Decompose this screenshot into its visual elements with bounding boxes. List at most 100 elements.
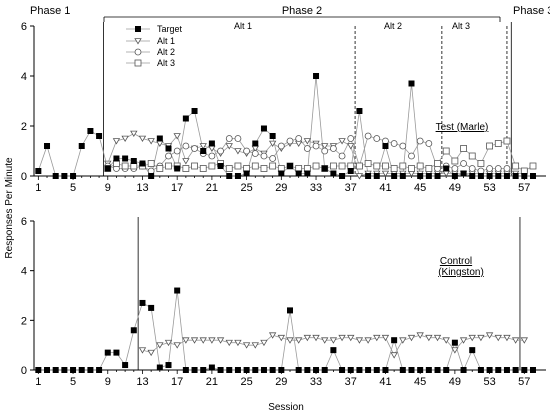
point-target xyxy=(295,170,302,177)
alt-2-phase-label: Alt 2 xyxy=(384,21,402,31)
point-alt-3 xyxy=(503,137,511,145)
point-alt-1 xyxy=(338,334,346,342)
point-alt-3 xyxy=(251,162,259,170)
x-tick-label: 45 xyxy=(414,182,426,194)
point-alt-1 xyxy=(190,337,199,344)
point-alt-1 xyxy=(494,334,502,342)
point-alt-3 xyxy=(312,162,320,170)
x-tick-label: 49 xyxy=(449,182,461,194)
point-target xyxy=(425,173,432,179)
legend-marker-alt-1 xyxy=(134,38,142,45)
point-alt-1 xyxy=(321,337,329,344)
y-tick-label: 2 xyxy=(21,315,27,327)
point-alt-3 xyxy=(165,162,172,170)
x-tick-label: 41 xyxy=(379,376,391,388)
point-target xyxy=(347,367,354,373)
point-target xyxy=(70,367,77,373)
x-tick-label: 49 xyxy=(449,376,461,388)
legend-alt-1-label: Alt 1 xyxy=(157,36,175,46)
x-tick-label: 37 xyxy=(345,182,357,194)
point-alt-1 xyxy=(347,143,355,150)
point-alt-3 xyxy=(382,162,389,170)
point-alt-1 xyxy=(347,334,355,342)
point-alt-2 xyxy=(364,132,372,140)
point-alt-3 xyxy=(191,162,198,170)
point-alt-2 xyxy=(286,137,294,145)
point-alt-1 xyxy=(268,140,277,147)
point-alt-1 xyxy=(503,334,511,342)
x-tick-label: 1 xyxy=(35,182,41,194)
point-target xyxy=(165,362,172,369)
x-tick-label: 45 xyxy=(414,376,426,388)
point-alt-3 xyxy=(477,160,485,167)
point-alt-1 xyxy=(416,332,424,339)
point-target xyxy=(130,158,137,164)
point-target xyxy=(304,367,311,373)
x-tick-label: 21 xyxy=(206,376,218,388)
point-alt-3 xyxy=(199,165,207,172)
point-target xyxy=(278,367,285,373)
point-target xyxy=(486,367,493,373)
point-target xyxy=(521,173,528,179)
point-alt-2 xyxy=(408,152,415,160)
point-alt-3 xyxy=(329,162,337,170)
point-target xyxy=(217,367,224,373)
point-alt-1 xyxy=(112,138,121,145)
point-alt-1 xyxy=(459,337,468,344)
point-target xyxy=(96,133,103,139)
point-target xyxy=(260,125,267,132)
x-tick-label: 9 xyxy=(105,376,111,388)
point-target xyxy=(356,367,363,373)
point-target xyxy=(477,173,484,179)
point-alt-3 xyxy=(356,162,363,170)
point-alt-2 xyxy=(486,165,493,172)
control-panel-label-line-1: Control xyxy=(440,256,472,267)
point-alt-2 xyxy=(277,142,285,150)
point-alt-3 xyxy=(182,165,190,172)
point-alt-2 xyxy=(303,145,311,152)
point-target xyxy=(529,173,536,179)
point-alt-1 xyxy=(433,334,442,342)
legend-marker-alt-3 xyxy=(134,59,142,67)
point-target xyxy=(434,367,441,373)
point-target xyxy=(139,299,146,306)
test-panel: Test (Marle) 0 2 4 6 1 5 9 13 17 21 25 29 33 37 41 45 49… xyxy=(21,21,546,194)
point-target xyxy=(391,337,398,344)
x-tick-label: 25 xyxy=(240,376,252,388)
point-alt-2 xyxy=(234,135,242,142)
point-alt-1 xyxy=(251,342,259,349)
point-alt-2 xyxy=(295,135,303,142)
x-tick-label: 57 xyxy=(518,182,530,194)
point-alt-3 xyxy=(147,160,155,167)
point-alt-2 xyxy=(191,145,198,152)
point-alt-1 xyxy=(468,334,476,342)
y-tick-label: 6 xyxy=(21,21,27,33)
point-alt-1 xyxy=(425,334,433,342)
point-target xyxy=(35,367,42,373)
point-target xyxy=(226,173,233,179)
y-axis-title: Responses Per Minute xyxy=(4,157,15,259)
point-alt-1 xyxy=(234,148,242,155)
point-target xyxy=(139,160,146,167)
point-target xyxy=(495,173,502,179)
point-alt-1 xyxy=(321,143,329,150)
point-target xyxy=(234,173,241,179)
point-target xyxy=(313,73,320,79)
phase-2-label: Phase 2 xyxy=(282,5,322,17)
point-alt-2 xyxy=(425,140,433,147)
point-target xyxy=(356,108,363,114)
point-target xyxy=(61,367,68,373)
point-target xyxy=(191,367,198,373)
point-target xyxy=(182,115,189,122)
point-alt-2 xyxy=(399,142,407,150)
point-alt-3 xyxy=(338,162,346,170)
point-alt-2 xyxy=(460,160,467,167)
point-alt-1 xyxy=(216,337,225,344)
point-target xyxy=(148,304,155,311)
point-alt-3 xyxy=(390,165,398,172)
legend-target-label: Target xyxy=(157,24,183,34)
point-target xyxy=(408,80,415,87)
legend: Target Alt 1 Alt 2 Alt 3 xyxy=(126,24,183,68)
point-target xyxy=(287,163,293,169)
legend-marker-alt-2 xyxy=(134,48,142,56)
